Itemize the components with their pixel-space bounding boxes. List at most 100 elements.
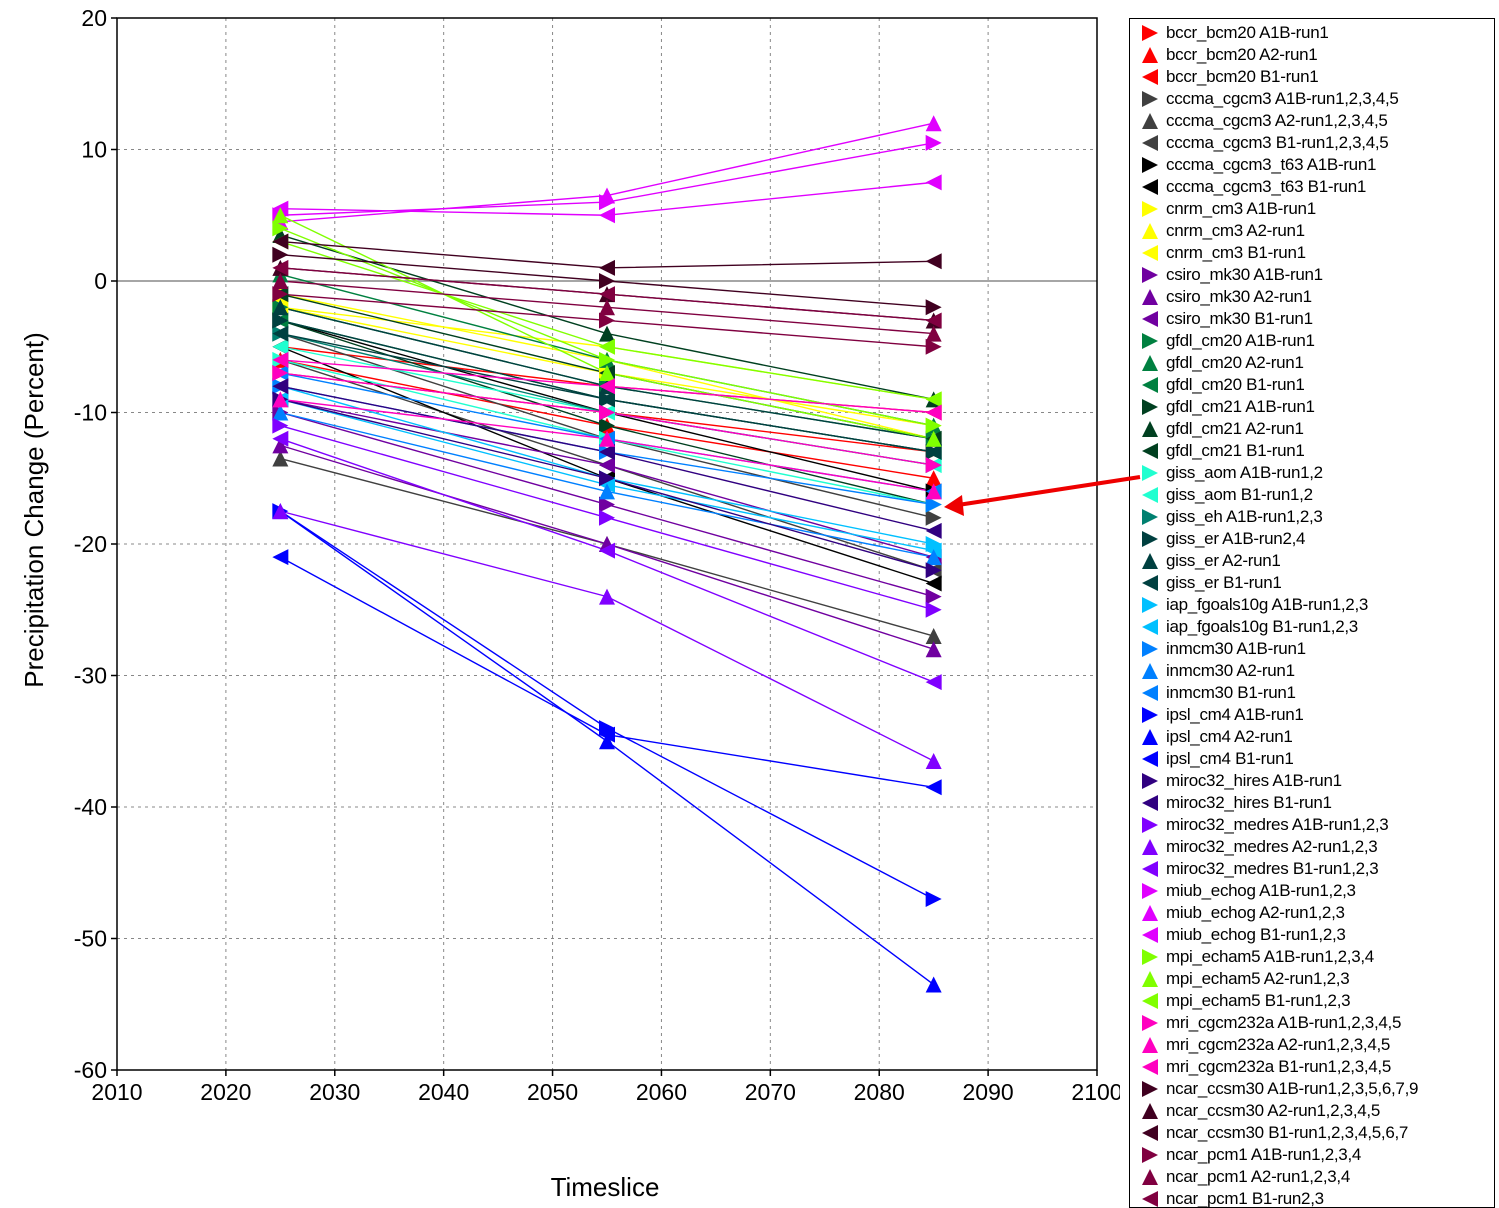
legend-marker: [1142, 47, 1158, 63]
data-point: [599, 187, 615, 204]
legend-marker: [1142, 355, 1158, 371]
legend-entry: ncar_pcm1 B1-run2,3: [1140, 1188, 1324, 1207]
legend-label: cccma_cgcm3 A1B-run1,2,3,4,5: [1166, 89, 1399, 108]
legend-marker: [1142, 135, 1158, 151]
legend-label: giss_eh A1B-run1,2,3: [1166, 507, 1323, 526]
data-point: [925, 891, 942, 908]
data-point: [599, 391, 615, 408]
legend-marker: [1142, 685, 1158, 701]
legend-entry: miub_echog B1-run1,2,3: [1140, 924, 1346, 946]
legend-entry: cccma_cgcm3 A2-run1,2,3,4,5: [1140, 110, 1388, 132]
legend-label: mri_cgcm232a B1-run1,2,3,4,5: [1166, 1057, 1392, 1076]
legend-marker: [1142, 1147, 1158, 1163]
legend-label: iap_fgoals10g B1-run1,2,3: [1166, 617, 1358, 636]
legend-entry: bccr_bcm20 A2-run1: [1140, 44, 1318, 66]
legend-marker: [1142, 641, 1158, 657]
legend-entry: iap_fgoals10g B1-run1,2,3: [1140, 616, 1358, 638]
legend-entry: mpi_echam5 B1-run1,2,3: [1140, 990, 1351, 1012]
y-tick-label: -50: [74, 926, 107, 952]
data-point: [272, 365, 289, 382]
legend: bccr_bcm20 A1B-run1 bccr_bcm20 A2-run1 bcc…: [1129, 18, 1495, 1208]
legend-marker: [1142, 443, 1158, 459]
legend-label: miroc32_medres B1-run1,2,3: [1166, 859, 1379, 878]
data-point: [599, 726, 615, 743]
data-point: [599, 483, 615, 500]
legend-marker: [1142, 157, 1158, 173]
legend-entry: ncar_ccsm30 A2-run1,2,3,4,5: [1140, 1100, 1380, 1122]
legend-marker: [1142, 553, 1158, 569]
legend-marker: [1142, 509, 1158, 525]
x-tick-label: 2070: [745, 1079, 796, 1105]
legend-marker: [1142, 883, 1158, 899]
legend-marker: [1142, 377, 1158, 393]
y-tick-label: 10: [81, 137, 107, 163]
legend-marker: [1142, 399, 1158, 415]
legend-label: ncar_ccsm30 A1B-run1,2,3,5,6,7,9: [1166, 1079, 1419, 1098]
legend-marker: [1142, 1169, 1158, 1185]
legend-marker: [1142, 421, 1158, 437]
legend-marker: [1142, 1191, 1158, 1207]
y-tick-label: -30: [74, 663, 107, 689]
y-tick-label: -20: [74, 531, 107, 557]
data-point: [599, 378, 615, 395]
legend-marker: [1142, 1081, 1158, 1097]
legend-label: ipsl_cm4 A2-run1: [1166, 727, 1293, 746]
legend-label: inmcm30 B1-run1: [1166, 683, 1296, 702]
legend-label: csiro_mk30 A2-run1: [1166, 287, 1312, 306]
legend-entry: miroc32_hires A1B-run1: [1140, 770, 1342, 792]
legend-entry: gfdl_cm20 A1B-run1: [1140, 330, 1315, 352]
legend-marker: [1142, 179, 1158, 195]
legend-label: cnrm_cm3 A2-run1: [1166, 221, 1305, 240]
legend-label: cccma_cgcm3_t63 A1B-run1: [1166, 155, 1377, 174]
data-point: [599, 443, 615, 460]
data-point: [599, 273, 615, 289]
legend-entry: cccma_cgcm3 B1-run1,2,3,4,5: [1140, 132, 1389, 154]
legend-entry: mpi_echam5 A2-run1,2,3: [1140, 968, 1350, 990]
data-point: [272, 378, 289, 395]
legend-entry: cccma_cgcm3_t63 B1-run1: [1140, 176, 1366, 198]
data-point: [599, 470, 615, 487]
data-point: [925, 299, 942, 316]
data-point: [272, 437, 289, 454]
x-tick-label: 2020: [200, 1079, 251, 1105]
data-point: [599, 720, 615, 737]
data-point: [925, 536, 942, 552]
legend-entry: miroc32_medres B1-run1,2,3: [1140, 858, 1379, 880]
data-point: [925, 562, 942, 579]
legend-entry: csiro_mk30 B1-run1: [1140, 308, 1313, 330]
legend-label: giss_aom B1-run1,2: [1166, 485, 1313, 504]
data-point: [599, 351, 615, 368]
legend-marker: [1142, 795, 1158, 811]
legend-entry: inmcm30 A2-run1: [1140, 660, 1295, 682]
data-point: [272, 351, 289, 368]
legend-entry: csiro_mk30 A2-run1: [1140, 286, 1312, 308]
legend-entry: inmcm30 B1-run1: [1140, 682, 1296, 704]
legend-marker: [1142, 201, 1158, 217]
legend-marker: [1142, 25, 1158, 41]
legend-label: cnrm_cm3 A1B-run1: [1166, 199, 1316, 218]
legend-label: gfdl_cm20 A2-run1: [1166, 353, 1304, 372]
legend-marker: [1142, 289, 1158, 305]
legend-entry: inmcm30 A1B-run1: [1140, 638, 1306, 660]
legend-entry: miroc32_medres A2-run1,2,3: [1140, 836, 1378, 858]
legend-marker: [1142, 663, 1158, 679]
x-tick-label: 2060: [636, 1079, 687, 1105]
data-point: [272, 404, 289, 421]
data-point: [925, 457, 942, 474]
legend-marker: [1142, 1125, 1158, 1141]
data-point: [925, 470, 942, 487]
series-markers: [272, 115, 942, 993]
x-axis-ticks: 2010 2020 2030 2040 2050 2060 2070 2080 2090 2100: [91, 1070, 1120, 1105]
data-point: [272, 338, 289, 355]
data-point: [925, 483, 942, 500]
legend-marker: [1142, 91, 1158, 107]
data-point: [272, 207, 289, 224]
data-point: [599, 457, 615, 474]
data-point: [925, 496, 942, 513]
data-point: [925, 312, 942, 329]
legend-marker: [1142, 993, 1158, 1009]
legend-entry: giss_er B1-run1: [1140, 572, 1282, 594]
data-point: [599, 496, 615, 513]
legend-label: ncar_pcm1 A1B-run1,2,3,4: [1166, 1145, 1362, 1164]
data-point: [925, 391, 942, 408]
